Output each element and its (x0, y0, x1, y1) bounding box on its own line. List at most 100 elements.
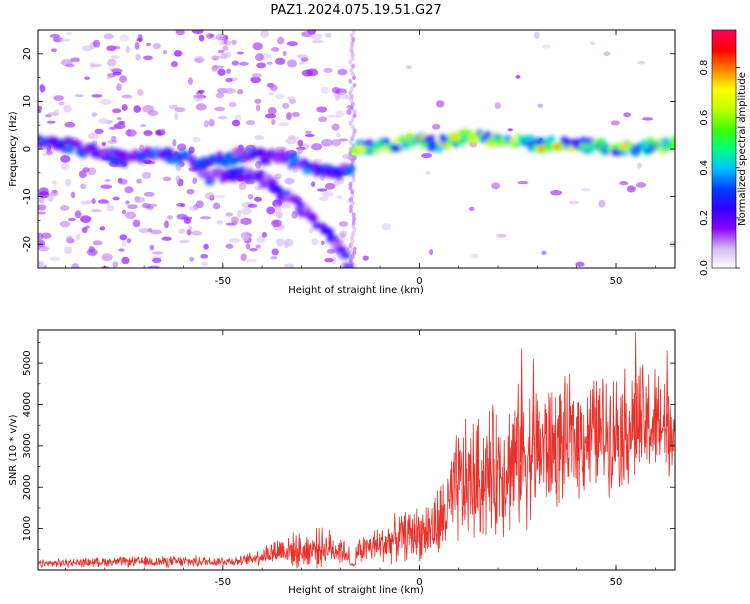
spectrogram-noise-cell (350, 101, 355, 107)
colorbar-tick-label: 0.8 (699, 60, 710, 76)
spectrogram-ridge-cell (257, 170, 266, 179)
spectrogram-noise-cell (352, 109, 357, 115)
spectrogram-noise-cell (350, 158, 355, 164)
spectrogram-ridge-cell (166, 151, 178, 157)
spectrogram-noise-cell (179, 239, 190, 244)
spectrogram-noise-cell (351, 174, 356, 180)
spectrogram-noise-cell (320, 240, 325, 245)
spectrogram-noise-cell (197, 89, 205, 94)
spectrogram-noise-cell (113, 122, 126, 130)
spectrogram-noise-cell (189, 256, 195, 262)
spectrogram-noise-cell (43, 264, 48, 268)
spectrogram-noise-cell (269, 84, 278, 92)
spectrogram-noise-cell (348, 242, 353, 248)
spectrogram-noise-cell (51, 180, 57, 185)
spectrogram-noise-cell (351, 200, 356, 206)
spectrogram-noise-cell (470, 253, 479, 259)
spectrogram-noise-cell (641, 117, 654, 121)
spectrogram-noise-cell (268, 92, 275, 96)
spectrogram-noise-cell (255, 104, 261, 112)
spectrogram-noise-cell (70, 58, 80, 63)
spectrogram-noise-cell (200, 254, 209, 259)
spectrogram-noise-cell (288, 136, 300, 140)
spectrogram-noise-cell (261, 231, 268, 238)
spectrogram-ridge-cell (398, 135, 406, 144)
spectrogram-noise-cell (38, 211, 47, 215)
spectrogram-noise-cell (191, 30, 204, 34)
spectrogram-noise-cell (351, 177, 356, 183)
spectrogram-noise-cell (193, 93, 205, 102)
spectrogram-noise-cell (199, 216, 212, 220)
spectrogram-noise-cell (348, 257, 353, 263)
spectrogram-noise-cell (217, 115, 228, 120)
spectrogram-noise-cell (136, 38, 143, 42)
spectrogram-noise-cell (304, 133, 315, 138)
spectrogram-noise-cell (286, 59, 297, 68)
spectrogram-noise-cell (134, 41, 140, 50)
spectrogram-noise-cell (350, 52, 355, 58)
spectrogram-ridge-cell (70, 140, 83, 147)
spectrogram-noise-cell (82, 167, 90, 173)
spectrogram-noise-cell (103, 33, 114, 40)
spectrogram-noise-cell (143, 55, 153, 61)
spectrogram-noise-cell (301, 69, 313, 77)
spectrogram-noise-cell (74, 94, 84, 98)
snr-frame (37, 329, 676, 571)
spectrogram-noise-cell (537, 103, 544, 108)
spectrogram-noise-cell (494, 102, 501, 110)
spectrogram-noise-cell (636, 162, 642, 169)
spectrogram-noise-cell (298, 61, 305, 65)
spectrogram-noise-cell (38, 109, 42, 114)
spectrogram-noise-cell (351, 223, 356, 229)
spectrogram-noise-cell (224, 87, 236, 94)
spectrogram-noise-cell (112, 108, 122, 114)
spectrogram-noise-cell (46, 120, 56, 124)
spectrogram-noise-cell (47, 194, 54, 202)
spectrogram-noise-cell (321, 138, 333, 147)
snr-y-tick-label: 4000 (22, 392, 33, 417)
spectrogram-ridge-cell (204, 178, 215, 186)
spectrogram-noise-cell (63, 246, 73, 255)
spectrogram-noise-cell (335, 133, 341, 138)
spectrogram-noise-cell (42, 152, 47, 157)
spectrogram-noise-cell (192, 177, 197, 185)
snr-x-tick-label: -50 (215, 577, 231, 588)
spectrogram-noise-cell (65, 235, 74, 243)
spectrogram-noise-cell (81, 226, 88, 234)
spectrogram-noise-cell (166, 215, 174, 220)
spectrogram-noise-cell (176, 202, 184, 207)
spectrogram-noise-cell (164, 220, 169, 229)
spectrogram-noise-cell (282, 102, 290, 109)
spectrogram-noise-cell (121, 240, 127, 248)
spectrogram-noise-cell (318, 116, 328, 123)
spectrogram-noise-cell (351, 219, 356, 225)
spectrogram-noise-cell (80, 183, 87, 190)
spectrogram-noise-cell (116, 83, 122, 91)
spectrogram-noise-cell (60, 205, 70, 211)
spectrogram-noise-cell (220, 53, 228, 60)
spectrogram-noise-cell (147, 227, 153, 233)
spectrogram-noise-cell (186, 229, 192, 236)
spectrogram-noise-cell (148, 265, 160, 268)
spectrogram-noise-cell (74, 210, 82, 219)
spectrogram-noise-cell (170, 61, 179, 68)
spectrogram-noise-cell (225, 243, 234, 249)
spectrogram-y-tick-label: -10 (22, 188, 33, 204)
spectrogram-noise-cell (125, 200, 130, 205)
spectrogram-noise-cell (256, 62, 267, 69)
colorbar-tick-label: 0.6 (699, 110, 710, 126)
spectrogram-noise-cell (106, 204, 115, 212)
spectrogram-noise-cell (317, 188, 328, 192)
spectrogram-y-tick-label: 10 (22, 95, 33, 108)
spectrogram-x-ticks: -50 0 50 (65, 30, 656, 287)
spectrogram-noise-cell (348, 78, 353, 84)
spectrogram-noise-cell (352, 246, 357, 252)
spectrogram-noise-cell (141, 171, 152, 179)
spectrogram-ridge-cell (340, 252, 352, 259)
spectrogram-noise-cell (495, 233, 507, 238)
spectrogram-noise-cell (211, 55, 223, 60)
spectrogram-noise-cell (187, 77, 193, 86)
spectrogram-noise-cell (206, 33, 214, 39)
spectrogram-noise-cell (228, 101, 237, 108)
spectrogram-ridge-cell (347, 164, 356, 173)
